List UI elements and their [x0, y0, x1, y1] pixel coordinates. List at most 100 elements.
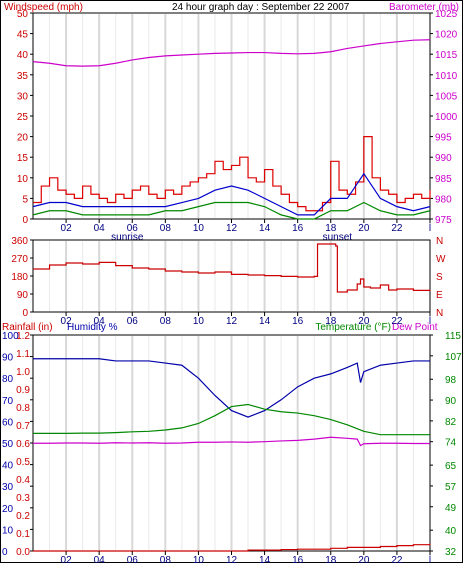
panel2-x-tick-label: 08 — [160, 316, 172, 327]
panel1-right-axis-tick-label: 985 — [435, 174, 452, 185]
panel3-humidity-label: Humidity % — [67, 322, 118, 333]
panel1-right-axis-tick-label: 1020 — [435, 30, 458, 41]
panel1-left-axis-tick-label: 40 — [17, 50, 29, 61]
panel2-left-axis-tick-label: 270 — [11, 254, 28, 265]
panel2-compass-label: E — [436, 290, 443, 301]
panel1-right-axis-tick-label: 1010 — [435, 71, 458, 82]
panel3-x-tick-label: 22 — [391, 555, 403, 563]
panel3-x-tick-label: 18 — [325, 555, 337, 563]
panel1-series-line — [32, 172, 431, 216]
panel3-humidity-tick-label: 90 — [2, 353, 14, 364]
panel1-right-axis-tick-label: 995 — [435, 133, 452, 144]
panel2-x-tick-label: 20 — [358, 316, 370, 327]
panel2-series-line — [33, 243, 431, 293]
panel1-right-axis-tick-label: 1005 — [435, 91, 458, 102]
panel3-series-line — [33, 403, 430, 436]
panel2-compass-label: N — [436, 236, 443, 247]
panel3-rain-tick-label: 0.2 — [16, 511, 30, 522]
panel3-x-tick-label: 20 — [358, 555, 370, 563]
panel3-humidity-tick-label: 40 — [2, 461, 14, 472]
panel3-temp-axis-tick-label: 90 — [445, 396, 457, 407]
panel1-x-tick-label: 06 — [127, 223, 139, 234]
panel3-temp-axis-tick-label: 57 — [445, 482, 457, 493]
panel3-x-tick-label: 08 — [160, 555, 172, 563]
panel3-series-line — [33, 436, 430, 447]
panel1-left-axis-tick-label: 35 — [17, 71, 29, 82]
panel1-x-tick-label: 22 — [391, 223, 403, 234]
panel2-left-axis-tick-label: 0 — [22, 308, 28, 319]
panel1-left-axis-tick-label: 25 — [17, 112, 29, 123]
panel3-humidity-tick-label: 70 — [2, 396, 14, 407]
panel3-rain-tick-label: 0.0 — [16, 547, 30, 558]
panel1-left-axis-tick-label: 10 — [17, 174, 29, 185]
panel1-right-axis-tick-label: 980 — [435, 194, 452, 205]
panel3-humidity-tick-label: 50 — [2, 439, 14, 450]
panel1-right-axis-tick-label: 1025 — [435, 9, 458, 20]
panel3-temp-axis-tick-label: 82 — [445, 417, 457, 428]
panel1-x-tick-label: 04 — [94, 223, 106, 234]
panel2-x-tick-label: 12 — [226, 316, 238, 327]
panel2-x-tick-label: 18 — [325, 316, 337, 327]
panel3-rain-tick-label: 0.3 — [16, 493, 30, 504]
panel1-left-axis-tick-label: 20 — [17, 133, 29, 144]
panel1-left-axis-tick-label: 5 — [22, 194, 28, 205]
panel1-right-axis-label: Barometer (mb) — [389, 2, 459, 13]
panel3-series-line — [33, 543, 431, 552]
panel3-rain-tick-label: 0.8 — [16, 403, 30, 414]
panel2-x-tick-label: 04 — [94, 316, 106, 327]
panel1-series-line — [33, 136, 431, 212]
panel3-rain-tick-label: 0.7 — [16, 421, 30, 432]
chart-title: 24 hour graph day : September 22 2007 — [172, 2, 350, 13]
panel3-rain-tick-label: 1.1 — [16, 349, 30, 360]
panel3-temp-axis-tick-label: 115 — [445, 331, 461, 342]
panel3-humidity-tick-label: 80 — [2, 374, 14, 385]
panel1-left-axis-tick-label: 50 — [17, 9, 29, 20]
panel3-humidity-tick-label: 20 — [2, 504, 14, 515]
panel3-humidity-tick-label: 0 — [2, 547, 8, 558]
panel2-x-tick-label: 10 — [193, 316, 205, 327]
panel3-temp-axis-tick-label: 107 — [445, 352, 462, 363]
panel3-x-tick-label: 02 — [61, 555, 73, 563]
panel3-humidity-tick-label: 10 — [2, 525, 14, 536]
panel3-rain-tick-label: 0.5 — [16, 457, 30, 468]
panel1-series-line — [32, 201, 431, 220]
panel3-x-tick-label: 06 — [127, 555, 139, 563]
panel1-sunset-label: sunset — [323, 232, 353, 243]
panel3-x-tick-label: 16 — [292, 555, 304, 563]
panel2-compass-label: N — [436, 308, 443, 319]
panel1-x-tick-label: l — [429, 223, 431, 234]
panel2-compass-label: S — [436, 272, 443, 283]
panel3-temp-axis-tick-label: 65 — [445, 461, 457, 472]
panel2-left-axis-tick-label: 360 — [11, 236, 28, 247]
panel3-x-tick-label: 12 — [226, 555, 238, 563]
panel1-x-tick-label: 14 — [259, 223, 271, 234]
panel2-left-axis-tick-label: 180 — [11, 272, 28, 283]
panel3-temp-axis-tick-label: 74 — [445, 438, 457, 449]
panel3-x-tick-label: l — [429, 555, 431, 563]
panel2-left-axis-tick-label: 90 — [17, 290, 29, 301]
panel1-left-axis-tick-label: 0 — [22, 215, 28, 226]
panel1-right-axis-tick-label: 990 — [435, 153, 452, 164]
panel3-rain-tick-label: 0.4 — [16, 475, 30, 486]
panel3-humidity-tick-label: 100 — [2, 331, 19, 342]
panel1-left-axis-tick-label: 45 — [17, 30, 29, 41]
panel3-temp-label: Temperature (°F) — [315, 322, 391, 333]
panel1-left-axis-tick-label: 15 — [17, 153, 29, 164]
panel2-x-tick-label: l — [429, 316, 431, 327]
panel2-compass-label: W — [436, 254, 446, 265]
panel1-series-line — [32, 39, 431, 67]
panel3-humidity-tick-label: 60 — [2, 417, 14, 428]
panel3-rain-tick-label: 0.1 — [16, 529, 30, 540]
panel1-x-tick-label: 18 — [325, 223, 337, 234]
panel3-rain-tick-label: 0.6 — [16, 439, 30, 450]
panel3-temp-axis-tick-label: 40 — [445, 526, 457, 537]
panel1-x-tick-label: 20 — [358, 223, 370, 234]
panel1-x-tick-label: 10 — [193, 223, 205, 234]
panel2-x-tick-label: 02 — [61, 316, 73, 327]
panel1-x-tick-label: 12 — [226, 223, 238, 234]
panel3-temp-axis-tick-label: 49 — [445, 503, 457, 514]
panel3-rain-tick-label: 0.9 — [16, 385, 30, 396]
panel2-x-tick-label: 22 — [391, 316, 403, 327]
panel3-x-tick-label: 14 — [259, 555, 271, 563]
